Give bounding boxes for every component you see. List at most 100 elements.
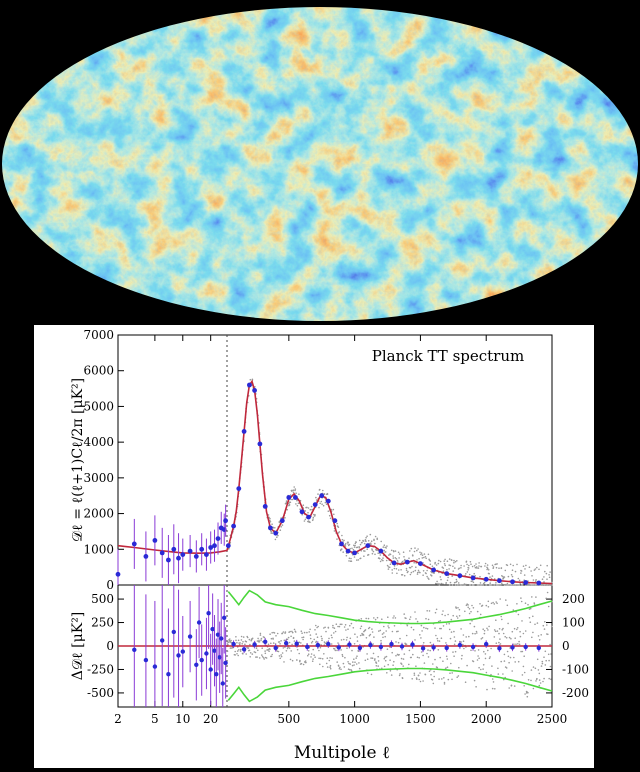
residual-unbinned-point [523, 685, 525, 687]
residual-unbinned-point [510, 637, 512, 640]
residual-unbinned-point [493, 636, 496, 638]
residual-unbinned-point [299, 660, 301, 663]
unbinned-point [423, 556, 425, 559]
residual-unbinned-point [368, 634, 371, 637]
residual-point [347, 642, 352, 647]
residual-unbinned-point [353, 643, 356, 645]
residual-unbinned-point [426, 610, 429, 612]
residual-unbinned-point [535, 680, 537, 682]
unbinned-point [520, 572, 522, 574]
unbinned-point [401, 560, 404, 563]
binned-point [180, 552, 186, 557]
residual-unbinned-point [377, 660, 380, 662]
residual-unbinned-point [447, 613, 449, 616]
binned-point [215, 536, 221, 541]
unbinned-point [512, 564, 514, 567]
binned-point [143, 554, 149, 559]
residual-unbinned-point [237, 639, 240, 642]
unbinned-point [451, 575, 454, 577]
residual-unbinned-point [374, 658, 376, 660]
residual-unbinned-point [480, 638, 483, 640]
residual-unbinned-point [469, 622, 472, 625]
residual-unbinned-point [375, 665, 378, 667]
residual-unbinned-point [511, 630, 514, 633]
unbinned-point [455, 578, 458, 581]
residual-unbinned-point [383, 632, 385, 634]
unbinned-point [433, 572, 436, 574]
residual-unbinned-point [282, 631, 285, 633]
unbinned-point [507, 575, 510, 578]
unbinned-point [416, 573, 419, 575]
residual-point [206, 611, 211, 616]
residual-unbinned-point [361, 632, 363, 635]
residual-unbinned-point [470, 610, 472, 613]
residual-unbinned-point [520, 600, 523, 603]
residual-point [305, 644, 310, 650]
residual-unbinned-point [542, 680, 544, 683]
unbinned-point [457, 582, 460, 584]
residual-unbinned-point [334, 630, 337, 633]
unbinned-point [370, 542, 372, 544]
residual-unbinned-point [501, 629, 504, 631]
residual-unbinned-point [269, 648, 271, 650]
residual-unbinned-point [366, 672, 369, 674]
residual-unbinned-point [470, 649, 472, 652]
residual-unbinned-point [396, 630, 398, 633]
unbinned-point [338, 531, 341, 533]
unbinned-point [534, 580, 537, 582]
x-tick-label: 20 [203, 712, 218, 726]
unbinned-point [534, 584, 537, 586]
residual-unbinned-point [528, 608, 531, 610]
x-axis-label: Multipole ℓ [294, 743, 390, 763]
residual-unbinned-point [541, 662, 544, 665]
residual-unbinned-point [305, 661, 307, 664]
residual-unbinned-point [428, 610, 431, 612]
residual-unbinned-point [371, 631, 374, 633]
residual-unbinned-point [441, 613, 444, 616]
unbinned-point [427, 577, 429, 579]
unbinned-point [410, 547, 413, 550]
unbinned-point [471, 584, 474, 586]
binned-point [279, 518, 285, 524]
residual-unbinned-point [294, 631, 297, 633]
residual-unbinned-point [265, 657, 268, 659]
residual-unbinned-point [263, 636, 266, 639]
unbinned-point [495, 582, 497, 584]
unbinned-point [384, 551, 387, 553]
residual-unbinned-point [358, 667, 361, 670]
unbinned-point [467, 569, 470, 571]
residual-unbinned-point [329, 666, 331, 668]
unbinned-point [531, 575, 533, 577]
unbinned-point [310, 508, 312, 511]
unbinned-point [549, 571, 551, 573]
unbinned-point [315, 499, 318, 501]
unbinned-point [425, 572, 427, 575]
residual-unbinned-point [483, 650, 485, 653]
unbinned-point [458, 567, 461, 570]
residual-unbinned-point [246, 636, 249, 639]
residual-point [223, 660, 228, 666]
residual-unbinned-point [293, 628, 296, 631]
residual-unbinned-point [422, 680, 424, 682]
residual-unbinned-point [258, 639, 260, 642]
unbinned-point [383, 549, 386, 552]
residual-unbinned-point [240, 635, 243, 638]
residual-unbinned-point [309, 637, 312, 640]
residual-unbinned-point [537, 635, 540, 637]
residual-unbinned-point [249, 652, 252, 654]
residual-unbinned-point [533, 603, 536, 605]
residual-unbinned-point [242, 653, 244, 655]
residual-unbinned-point [240, 648, 242, 651]
residual-unbinned-point [430, 673, 432, 676]
residual-unbinned-point [405, 643, 408, 645]
residual-point [357, 645, 363, 651]
residual-unbinned-point [236, 650, 239, 652]
residual-unbinned-point [539, 682, 542, 684]
residual-unbinned-point [440, 637, 443, 639]
residual-unbinned-point [354, 633, 356, 635]
unbinned-point [421, 554, 424, 556]
residual-unbinned-point [453, 636, 456, 638]
unbinned-point [397, 551, 400, 554]
unbinned-point [392, 557, 395, 559]
unbinned-point [438, 559, 440, 562]
